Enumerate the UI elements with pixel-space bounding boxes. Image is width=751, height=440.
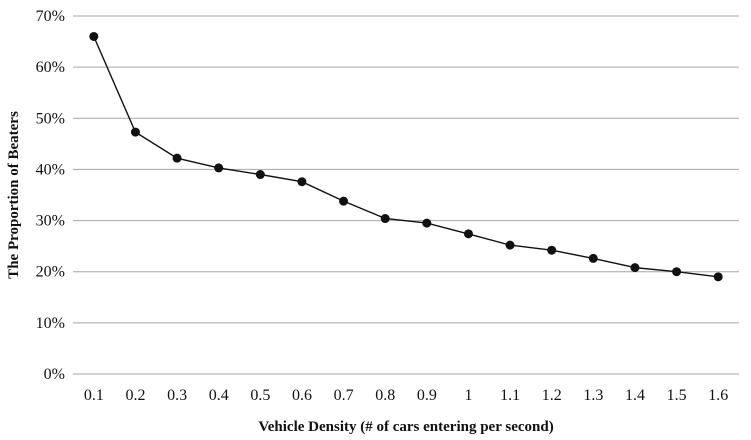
data-point [588, 253, 598, 263]
data-point [255, 170, 265, 180]
x-tick-label: 0.9 [417, 387, 437, 404]
y-tick-label: 20% [36, 264, 65, 281]
x-tick-label: 0.3 [167, 387, 187, 404]
data-point [339, 196, 349, 206]
y-tick-label: 50% [36, 110, 65, 127]
data-point [505, 240, 515, 250]
data-point [214, 163, 224, 173]
x-tick-labels: 0.1 0.2 0.3 0.4 0.5 0.6 0.7 0.8 0.9 1 1.1 1.2 1.3 1.4… [84, 387, 728, 404]
data-point [713, 272, 723, 282]
data-point [130, 127, 140, 137]
x-tick-label: 0.2 [125, 387, 145, 404]
series-group [93, 36, 719, 278]
y-tick-label: 40% [36, 161, 65, 178]
gridlines [73, 15, 739, 375]
x-tick-label: 0.1 [84, 387, 104, 404]
x-tick-label: 0.7 [334, 387, 354, 404]
x-axis-title: Vehicle Density (# of cars entering per … [258, 419, 553, 435]
data-point [672, 267, 682, 277]
x-tick-label: 1.3 [583, 387, 603, 404]
y-tick-label: 60% [36, 59, 65, 76]
data-point [297, 177, 307, 187]
data-point [89, 31, 99, 41]
y-tick-label: 10% [36, 315, 65, 332]
data-point [630, 263, 640, 273]
x-tick-label: 0.4 [209, 387, 229, 404]
y-axis-title: The Proportion of Beaters [6, 111, 22, 279]
x-tick-label: 0.8 [375, 387, 395, 404]
y-tick-labels: 0% 10% 20% 30% 40% 50% 60% 70% [36, 8, 65, 383]
x-tick-label: 1.6 [708, 387, 728, 404]
y-tick-label: 0% [44, 366, 65, 383]
data-point [380, 214, 390, 224]
x-tick-label: 0.6 [292, 387, 312, 404]
x-tick-label: 1.1 [500, 387, 520, 404]
data-point [547, 245, 557, 255]
y-tick-label: 30% [36, 213, 65, 230]
data-point [422, 218, 432, 228]
data-point [463, 229, 473, 239]
x-tick-label: 1.2 [542, 387, 562, 404]
x-tick-label: 1 [464, 387, 472, 404]
data-point [172, 153, 182, 163]
series-line [93, 36, 719, 278]
y-tick-label: 70% [36, 8, 65, 25]
x-tick-label: 1.4 [625, 387, 645, 404]
x-tick-label: 0.5 [250, 387, 270, 404]
x-tick-label: 1.5 [667, 387, 687, 404]
data-points [89, 31, 723, 282]
